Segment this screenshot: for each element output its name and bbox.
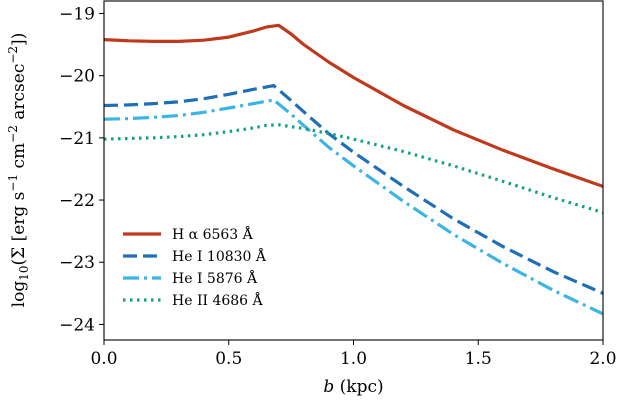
series-line-he-ii-4686: [104, 123, 603, 215]
y-tick-label: −19: [59, 4, 95, 24]
series-line-he-i-5876: [104, 98, 603, 316]
series-line-h-6563: [104, 23, 603, 188]
legend-label: H α 6563 Å: [172, 225, 254, 243]
x-axis-label: b (kpc): [323, 377, 383, 397]
x-tick-label: 1.5: [465, 349, 492, 369]
y-axis-label: log10(Σ [erg s−1 cm−2 arcsec−2]): [6, 33, 31, 308]
legend-label: He I 5876 Å: [172, 269, 258, 287]
y-axis: −24 −23 −22 −21 −20 −19: [59, 4, 104, 335]
y-tick-label: −21: [59, 129, 95, 149]
y-tick-label: −23: [59, 253, 95, 273]
y-tick-label: −20: [59, 67, 95, 87]
x-tick-label: 1.0: [340, 349, 367, 369]
y-tick-label: −22: [59, 191, 95, 211]
legend-label: He I 10830 Å: [172, 247, 267, 265]
plot-frame: [103, 0, 604, 341]
series-line-he-i-10830: [104, 83, 603, 295]
legend-label: He II 4686 Å: [172, 291, 264, 309]
x-tick-label: 0.0: [90, 349, 117, 369]
series-layer: [104, 23, 603, 316]
x-tick-label: 2.0: [589, 349, 616, 369]
y-tick-label: −24: [59, 315, 95, 335]
legend: H α 6563 Å He I 10830 Å He I 5876 Å He II 4…: [123, 225, 267, 309]
x-tick-label: 0.5: [215, 349, 242, 369]
x-axis: 0.0 0.5 1.0 1.5 2.0: [90, 340, 617, 369]
